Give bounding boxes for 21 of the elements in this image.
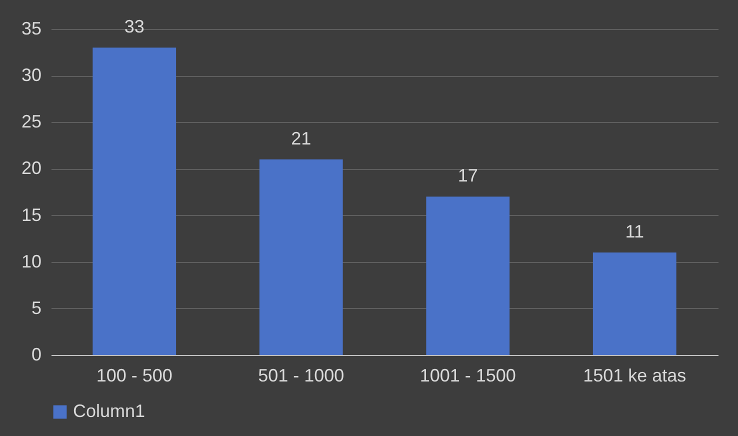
y-tick-label: 30 <box>21 65 42 86</box>
x-tick-label: 1501 ke atas <box>583 366 686 386</box>
y-tick-label: 5 <box>31 298 42 318</box>
x-tick-label: 100 - 500 <box>96 366 172 386</box>
data-label: 11 <box>625 222 644 242</box>
y-tick-label: 35 <box>21 18 42 38</box>
x-tick-label: 1001 - 1500 <box>420 366 516 386</box>
bar <box>592 252 676 355</box>
y-tick-label: 25 <box>21 112 42 132</box>
legend-label: Column1 <box>73 401 146 421</box>
bar <box>92 48 176 355</box>
x-tick-label: 501 - 1000 <box>258 366 344 386</box>
data-label: 17 <box>458 166 478 186</box>
bar <box>426 196 510 355</box>
y-tick-label: 15 <box>21 204 42 225</box>
y-tick-label: 0 <box>31 344 42 364</box>
bar <box>259 159 343 355</box>
y-tick-label: 10 <box>21 251 42 272</box>
data-label: 33 <box>124 16 144 37</box>
y-tick-label: 20 <box>21 158 42 178</box>
data-label: 21 <box>291 128 312 148</box>
